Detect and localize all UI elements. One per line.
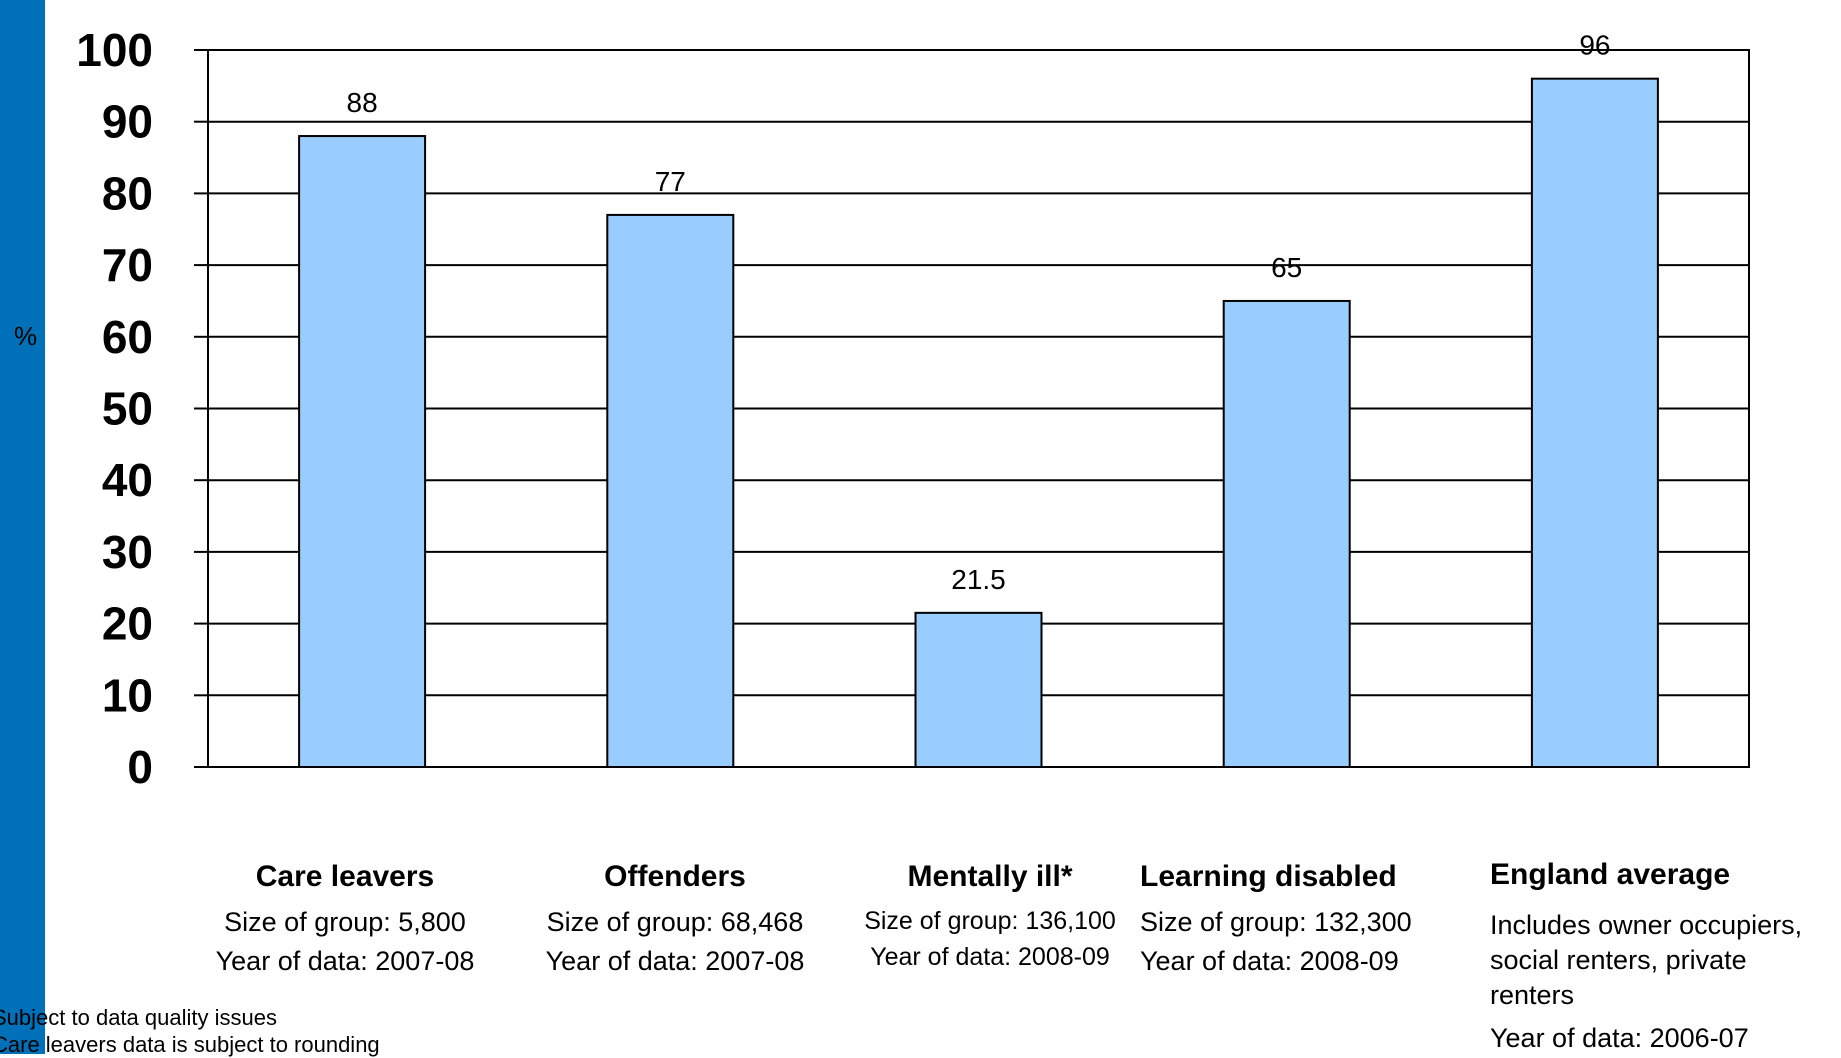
data-label: 65 bbox=[1271, 252, 1302, 283]
category-detail: Year of data: 2008-09 bbox=[870, 942, 1110, 971]
data-label: 21.5 bbox=[951, 564, 1006, 595]
y-tick-label: 80 bbox=[102, 167, 153, 219]
y-tick-label: 10 bbox=[102, 669, 153, 721]
category-label: Offenders bbox=[604, 860, 746, 893]
left-accent-bar bbox=[0, 0, 45, 1054]
y-tick-label: 100 bbox=[76, 24, 153, 76]
category-detail: renters bbox=[1490, 980, 1575, 1011]
category-label: Mentally ill* bbox=[907, 860, 1073, 893]
category-detail: Includes owner occupiers, bbox=[1490, 910, 1803, 940]
category-england-average: England average Includes owner occupiers… bbox=[1490, 855, 1840, 1056]
y-tick-label: 40 bbox=[102, 454, 153, 506]
y-tick-label: 20 bbox=[102, 598, 153, 650]
category-detail: Size of group: 136,100 bbox=[864, 906, 1116, 935]
category-detail: social renters, private bbox=[1490, 945, 1747, 976]
category-detail: Year of data: 2007-08 bbox=[545, 945, 805, 976]
category-label: England average bbox=[1490, 858, 1731, 891]
footnote-data-quality: Subject to data quality issues bbox=[0, 1005, 277, 1030]
y-tick-label: 30 bbox=[102, 526, 153, 578]
category-mentally-ill: Mentally ill* Size of group: 136,100 Yea… bbox=[825, 855, 1155, 975]
bar bbox=[606, 213, 735, 769]
y-tick-label: 70 bbox=[102, 239, 153, 291]
y-tick-label: 50 bbox=[102, 383, 153, 435]
bar bbox=[298, 135, 427, 769]
data-label: 88 bbox=[347, 87, 378, 118]
bar bbox=[1222, 299, 1351, 768]
category-label: Learning disabled bbox=[1140, 860, 1397, 893]
category-detail: Year of data: 2007-08 bbox=[215, 945, 475, 976]
data-label: 77 bbox=[655, 166, 686, 197]
y-tick-label: 90 bbox=[102, 96, 153, 148]
category-care-leavers: Care leavers Size of group: 5,800 Year o… bbox=[170, 855, 520, 981]
category-detail: Year of data: 2006-07 bbox=[1490, 1023, 1749, 1054]
y-axis-label: % bbox=[14, 321, 37, 351]
category-learning-disabled: Learning disabled Size of group: 132,300… bbox=[1140, 855, 1450, 981]
bar-chart: 88 77 21.5 65 96 0 10 20 30 40 50 60 70 80 90 100 % bbox=[14, 24, 1750, 793]
data-label: 96 bbox=[1579, 30, 1610, 61]
footnote-rounding: Care leavers data is subject to rounding bbox=[0, 1032, 380, 1057]
category-detail: Size of group: 68,468 bbox=[546, 906, 804, 937]
category-label: Care leavers bbox=[255, 860, 435, 893]
y-tick-label: 0 bbox=[127, 741, 153, 793]
category-detail: Size of group: 132,300 bbox=[1140, 906, 1412, 937]
category-offenders: Offenders Size of group: 68,468 Year of … bbox=[510, 855, 840, 981]
y-tick-label: 60 bbox=[102, 311, 153, 363]
bar bbox=[1530, 77, 1659, 769]
bar bbox=[914, 611, 1043, 768]
category-detail: Size of group: 5,800 bbox=[224, 906, 466, 937]
category-detail: Year of data: 2008-09 bbox=[1140, 945, 1399, 976]
